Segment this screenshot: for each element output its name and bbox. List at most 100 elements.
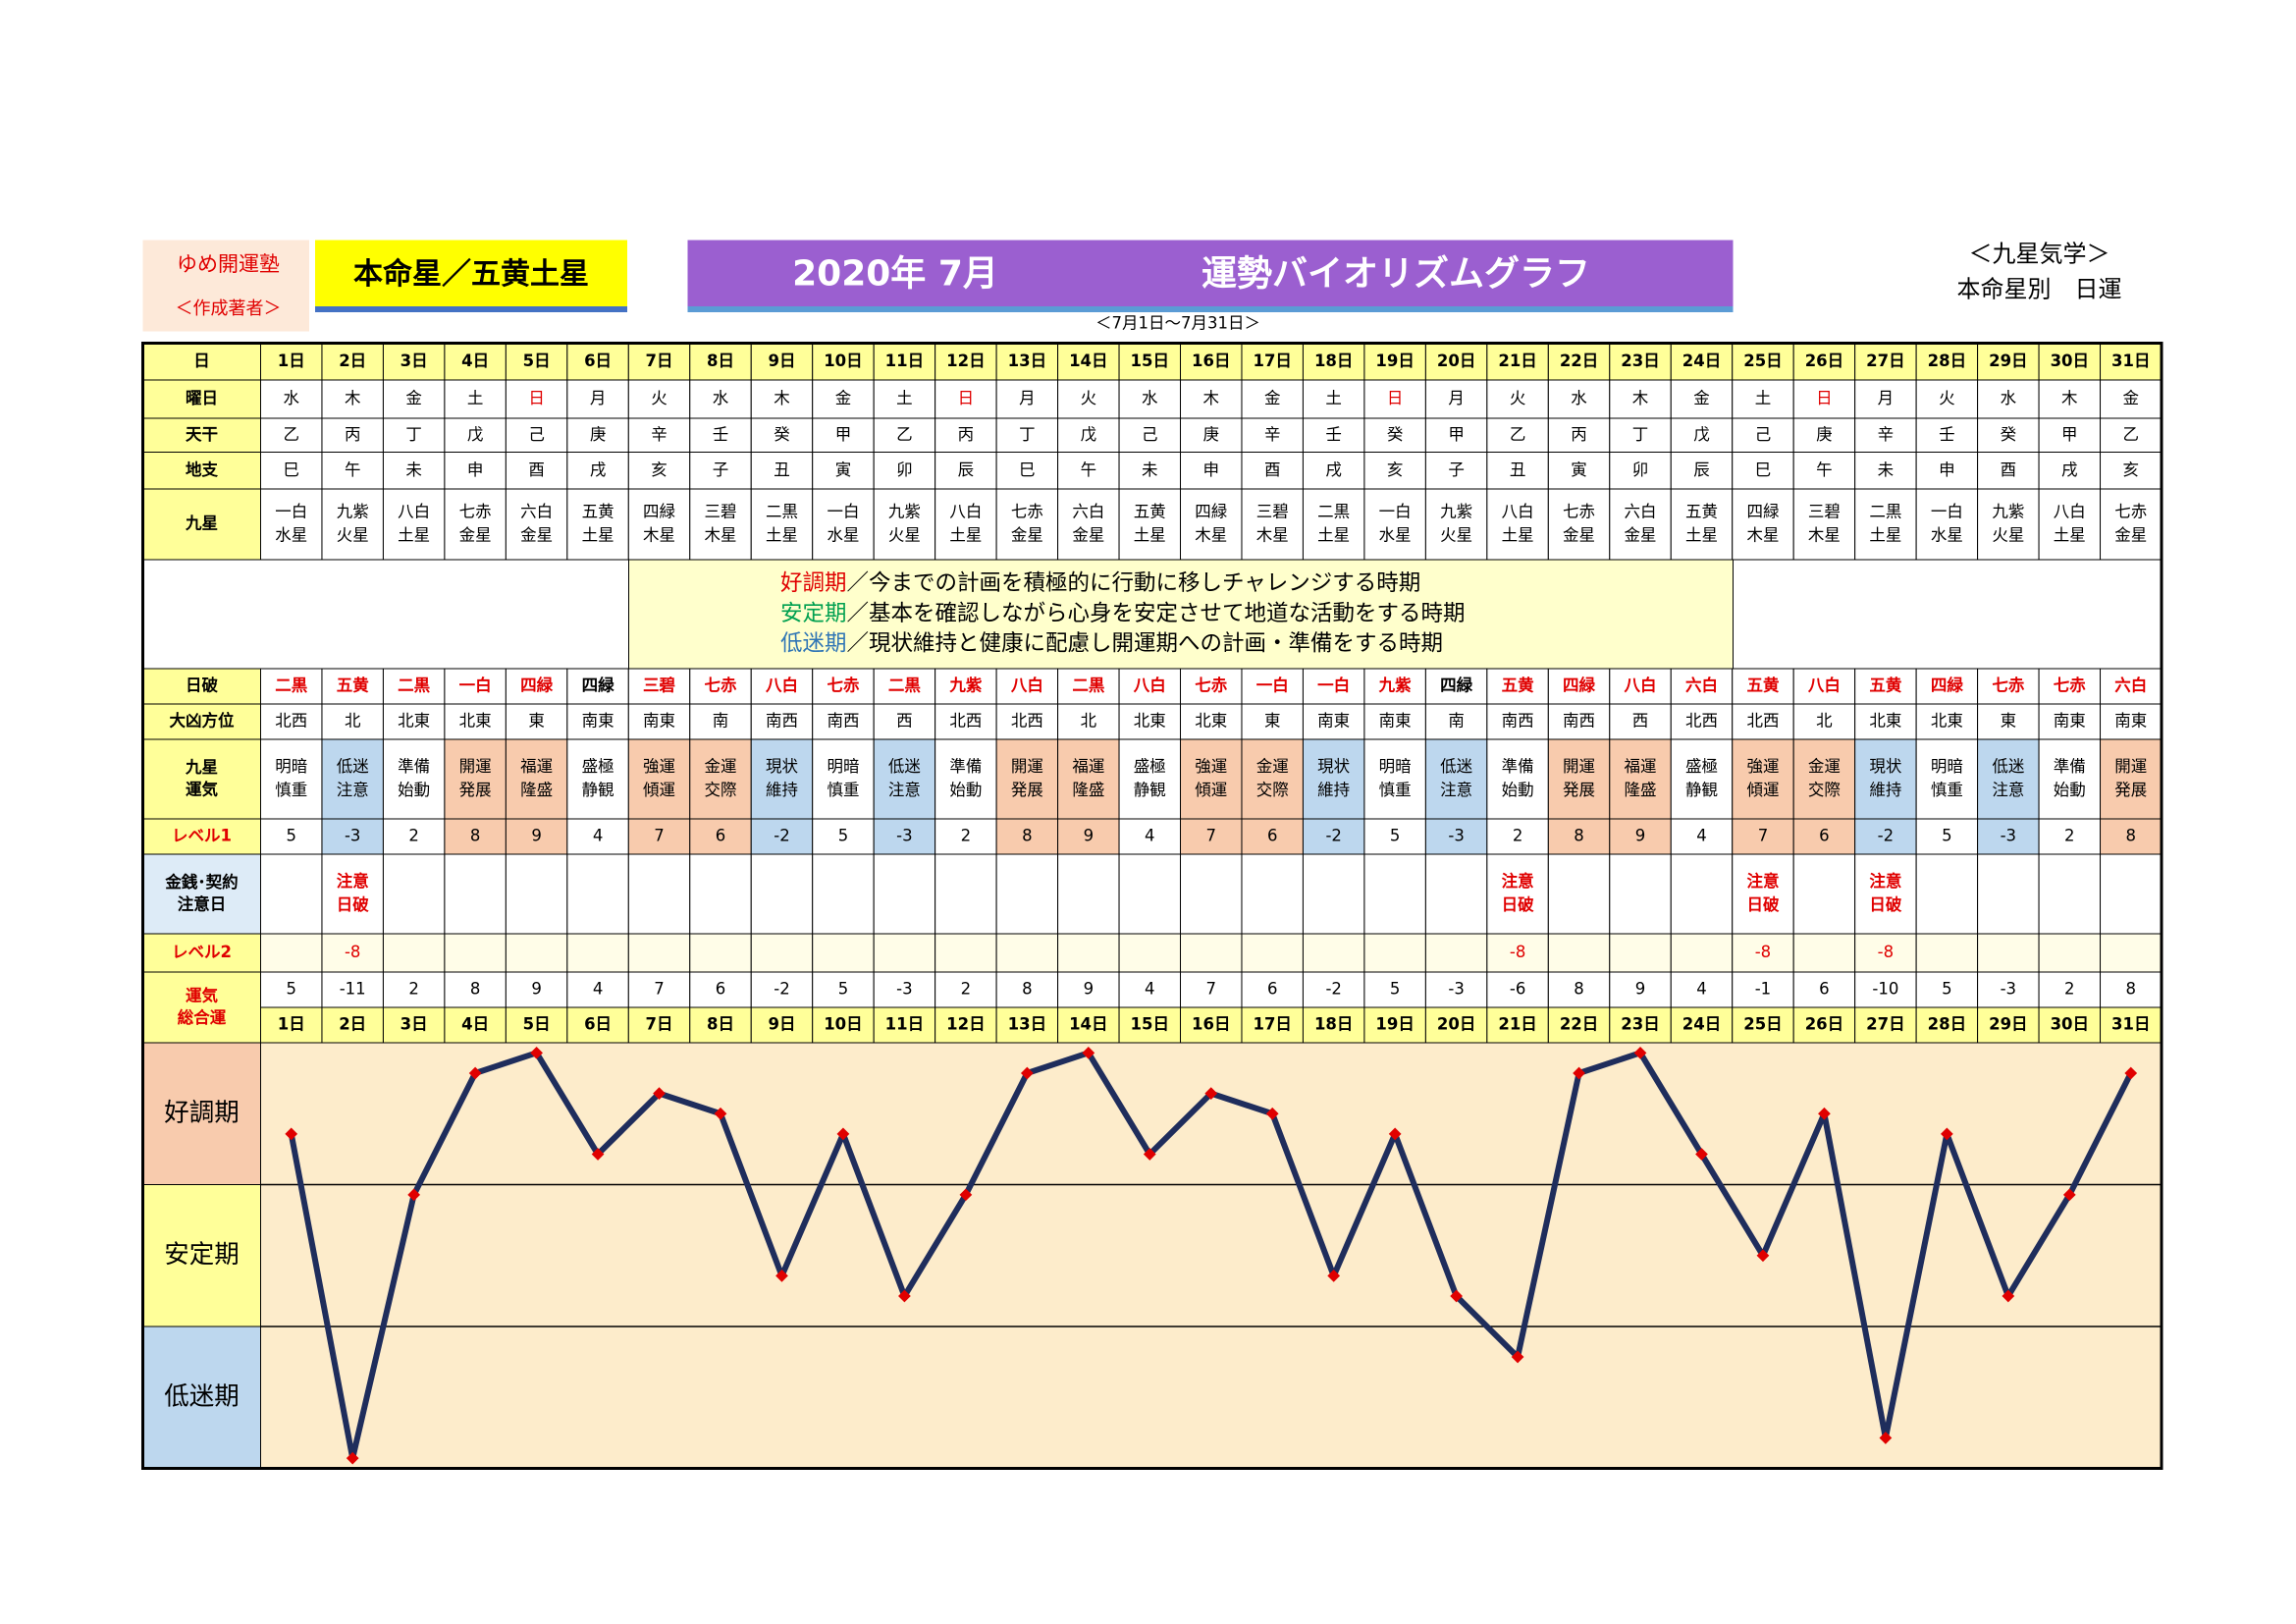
day-text: 4日 xyxy=(461,1015,489,1034)
hahi-text: 八白 xyxy=(1625,676,1657,695)
level1-text: 7 xyxy=(1758,827,1769,845)
cell xyxy=(2100,417,2163,453)
weekday-text: 火 xyxy=(1081,389,1097,407)
hahi-text: 七赤 xyxy=(2054,676,2087,695)
cell xyxy=(627,488,691,561)
hahi-text: 一白 xyxy=(459,676,492,695)
day-text: 19日 xyxy=(1375,352,1414,370)
unki-text: 注意 xyxy=(337,781,369,799)
cell xyxy=(689,1006,752,1044)
unki-text: 慎重 xyxy=(1379,781,1412,799)
cell xyxy=(321,933,384,973)
tenkan-text: 丙 xyxy=(1571,425,1587,444)
day-text: 17日 xyxy=(1253,1015,1291,1034)
day-text: 28日 xyxy=(1928,352,1966,370)
total-text: 9 xyxy=(531,980,542,999)
kyusei-text: 八白 xyxy=(398,503,430,521)
day-text: 27日 xyxy=(1866,352,1904,370)
weekday-text: 木 xyxy=(774,389,790,407)
cell xyxy=(1670,488,1734,561)
total-text: 4 xyxy=(1696,980,1707,999)
tenkan-text: 乙 xyxy=(896,425,913,444)
cell xyxy=(1854,343,1917,381)
unki-text: 現状 xyxy=(766,757,799,776)
cell xyxy=(812,971,875,1008)
unki-text: 強運 xyxy=(643,757,675,776)
chishi-text: 子 xyxy=(713,460,729,479)
cell xyxy=(1609,853,1672,935)
hahi-text: 八白 xyxy=(1808,676,1841,695)
cell xyxy=(1547,417,1611,453)
point xyxy=(1020,1066,1034,1080)
cell xyxy=(995,668,1059,705)
day-text: 31日 xyxy=(2111,1015,2150,1034)
cell xyxy=(505,853,568,935)
cell xyxy=(1180,488,1243,561)
kyusei-text: 土星 xyxy=(766,526,798,545)
cell xyxy=(1854,933,1917,973)
cell xyxy=(2100,379,2163,419)
cell xyxy=(2100,933,2163,973)
day-text: 12日 xyxy=(946,1015,985,1034)
chishi-text: 酉 xyxy=(1264,460,1281,479)
cell xyxy=(1180,818,1243,855)
day-text: 1日 xyxy=(278,1015,305,1034)
cell xyxy=(1057,818,1120,855)
daikyo-text: 北西 xyxy=(949,712,982,731)
daikyo-text: 西 xyxy=(896,712,913,731)
kinsen-text: 日破 xyxy=(1869,894,1902,914)
weekday-text: 木 xyxy=(1632,389,1649,407)
cell xyxy=(873,488,936,561)
row-label-cell xyxy=(142,379,261,419)
tenkan-text: 己 xyxy=(1755,425,1772,444)
cell xyxy=(1915,488,1979,561)
kinsen-text: 注意 xyxy=(1502,871,1534,891)
cell xyxy=(1118,343,1182,381)
note-line: 低迷期／現状維持と健康に配慮し開運期への計画・準備をする時期 xyxy=(780,630,1443,656)
cell xyxy=(1241,343,1304,381)
cell xyxy=(505,488,568,561)
cell xyxy=(1486,703,1549,740)
day-text: 12日 xyxy=(946,352,985,370)
row-label-cell xyxy=(142,452,261,490)
hahi-text: 二黒 xyxy=(275,677,308,695)
unki-text: 始動 xyxy=(949,781,982,799)
chishi-text: 亥 xyxy=(2123,460,2140,479)
cell xyxy=(1670,1006,1734,1044)
tenkan-text: 癸 xyxy=(774,425,790,444)
daikyo-text: 南 xyxy=(1448,712,1465,731)
kyusei-text: 三碧 xyxy=(705,503,737,521)
cell xyxy=(627,933,691,973)
period: ＜7月1日～7月31日＞ xyxy=(1095,314,1260,333)
weekday-text: 月 xyxy=(590,389,607,407)
cell xyxy=(1118,488,1182,561)
kyusei-text: 七赤 xyxy=(1011,503,1043,521)
kyusei-text: 四緑 xyxy=(1195,503,1228,521)
daikyo-text: 東 xyxy=(2001,712,2017,731)
day-text: 13日 xyxy=(1008,1015,1046,1034)
cell xyxy=(1057,379,1120,419)
unki-text: 開運 xyxy=(1011,757,1043,776)
kyusei-text: 七赤 xyxy=(459,503,492,521)
weekday-text: 水 xyxy=(1571,389,1587,407)
unki-text: 傾運 xyxy=(643,781,675,799)
point xyxy=(1082,1046,1095,1059)
cell xyxy=(1547,933,1611,973)
daikyo-text: 南東 xyxy=(643,712,675,731)
chishi-text: 卯 xyxy=(896,460,913,479)
cell xyxy=(934,971,997,1008)
cell xyxy=(995,379,1059,419)
hahi-text: 七赤 xyxy=(1195,676,1228,695)
day-text: 26日 xyxy=(1805,352,1843,370)
row-label-cell xyxy=(142,853,261,935)
cell xyxy=(1486,971,1549,1008)
point xyxy=(1143,1148,1156,1161)
cell xyxy=(1363,971,1426,1008)
cell xyxy=(1915,933,1979,973)
daikyo-text: 北 xyxy=(345,712,361,731)
total-text: 8 xyxy=(2126,980,2137,999)
cell xyxy=(812,488,875,561)
unki-text: 準備 xyxy=(2054,757,2086,776)
hahi-text: 四緑 xyxy=(520,676,554,695)
